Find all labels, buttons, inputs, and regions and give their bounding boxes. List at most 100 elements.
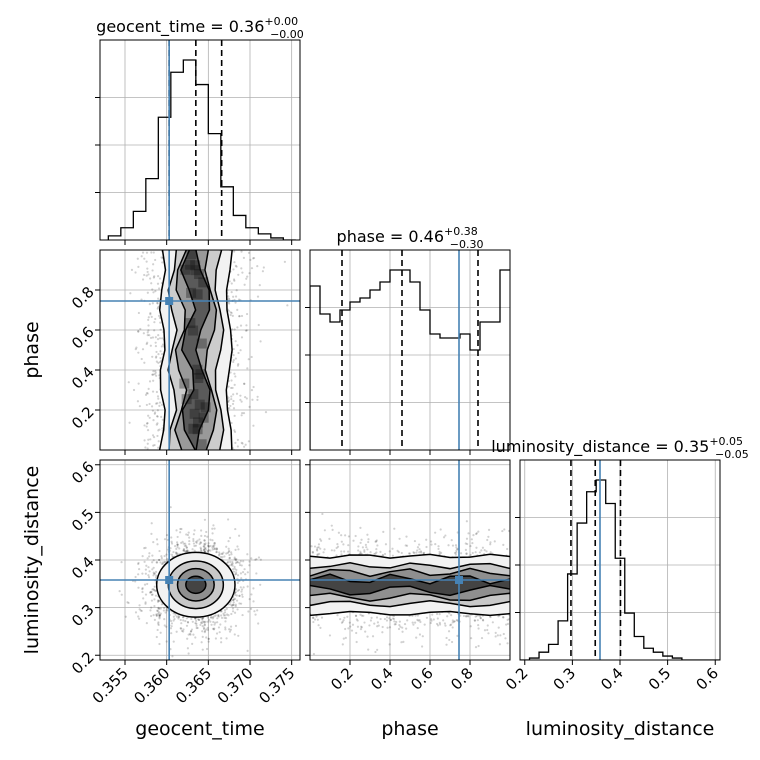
sample-point xyxy=(148,416,151,419)
sample-point xyxy=(149,590,153,594)
sample-point xyxy=(199,549,203,552)
sample-point xyxy=(230,604,233,607)
sample-point xyxy=(195,626,198,630)
sample-point xyxy=(140,255,143,258)
sample-point xyxy=(152,436,156,439)
sample-point xyxy=(240,250,243,253)
sample-point xyxy=(229,560,232,564)
sample-point xyxy=(154,369,157,373)
sample-point xyxy=(381,625,384,629)
sample-point xyxy=(227,297,230,300)
sample-point xyxy=(142,597,145,600)
sample-point xyxy=(141,348,145,351)
sample-point xyxy=(257,323,260,327)
sample-point xyxy=(160,345,163,348)
sample-point xyxy=(322,551,325,554)
sample-point xyxy=(506,547,509,551)
sample-point xyxy=(137,586,140,589)
sample-point xyxy=(355,614,358,617)
sample-point xyxy=(146,341,149,344)
x-tick-label: 0.2 xyxy=(327,664,357,694)
sample-point xyxy=(239,572,243,575)
sample-point xyxy=(231,386,234,390)
y-tick-label: 0.2 xyxy=(68,403,98,433)
sample-point xyxy=(157,314,161,317)
density-block xyxy=(192,364,203,375)
sample-point xyxy=(198,618,201,621)
sample-point xyxy=(248,272,251,275)
sample-point xyxy=(204,548,207,551)
sample-point xyxy=(214,614,217,617)
sample-point xyxy=(158,617,161,620)
sample-point xyxy=(207,637,210,640)
sample-point xyxy=(190,628,194,631)
sample-point xyxy=(185,546,188,549)
sample-point xyxy=(206,628,210,631)
sample-point xyxy=(151,593,154,596)
sample-point xyxy=(391,617,395,620)
sample-point xyxy=(225,545,228,548)
sample-point xyxy=(118,590,121,593)
sample-point xyxy=(202,545,206,548)
sample-point xyxy=(256,295,260,298)
sample-point xyxy=(176,541,179,544)
sample-point xyxy=(223,555,226,558)
sample-point xyxy=(165,609,168,612)
sample-point xyxy=(148,570,151,573)
sample-point xyxy=(229,603,232,606)
sample-point xyxy=(151,355,154,358)
sample-point xyxy=(228,549,231,552)
sample-point xyxy=(232,603,235,607)
density-block xyxy=(193,372,204,383)
sample-point xyxy=(201,635,204,638)
sample-point xyxy=(262,266,265,269)
panel-border xyxy=(99,39,301,241)
sample-point xyxy=(180,627,183,630)
sample-point xyxy=(237,351,240,355)
sample-point xyxy=(218,553,221,556)
sample-point xyxy=(138,617,141,620)
sample-point xyxy=(170,536,173,539)
sample-point xyxy=(234,603,237,606)
sample-point xyxy=(234,340,237,343)
sample-point xyxy=(225,552,228,555)
sample-point xyxy=(156,543,159,546)
sample-point xyxy=(137,265,140,268)
sample-point xyxy=(389,618,392,621)
sample-point xyxy=(153,329,156,332)
sample-point xyxy=(159,321,162,324)
sample-point xyxy=(172,615,175,618)
panel-frame xyxy=(349,250,471,450)
sample-point xyxy=(202,620,206,623)
sample-point xyxy=(158,607,161,610)
sample-point xyxy=(137,330,140,333)
sample-point xyxy=(203,542,206,546)
sample-point xyxy=(206,616,209,619)
sample-point xyxy=(152,276,155,279)
sample-point xyxy=(161,418,164,421)
sample-point xyxy=(156,307,159,310)
sample-point xyxy=(202,627,206,631)
sample-point xyxy=(161,561,165,564)
histogram-step xyxy=(107,59,296,240)
sample-point xyxy=(140,298,143,301)
sample-point xyxy=(187,633,190,636)
sample-point xyxy=(146,582,149,586)
sample-point xyxy=(159,613,162,617)
sample-point xyxy=(232,598,235,601)
sample-point xyxy=(203,539,206,542)
sample-point xyxy=(155,613,158,616)
sample-point xyxy=(158,549,161,553)
sample-point xyxy=(158,404,161,407)
sample-point xyxy=(206,550,210,553)
sample-point xyxy=(184,550,187,553)
density-block xyxy=(194,399,205,410)
contour-panel-luminosity_distance-geocent_time xyxy=(100,460,300,660)
sample-point xyxy=(157,297,160,300)
sample-point xyxy=(153,373,156,376)
sample-point xyxy=(225,637,228,640)
sample-point xyxy=(157,287,161,290)
sample-point xyxy=(163,538,167,541)
sample-point xyxy=(152,588,155,591)
sample-point xyxy=(150,282,153,285)
